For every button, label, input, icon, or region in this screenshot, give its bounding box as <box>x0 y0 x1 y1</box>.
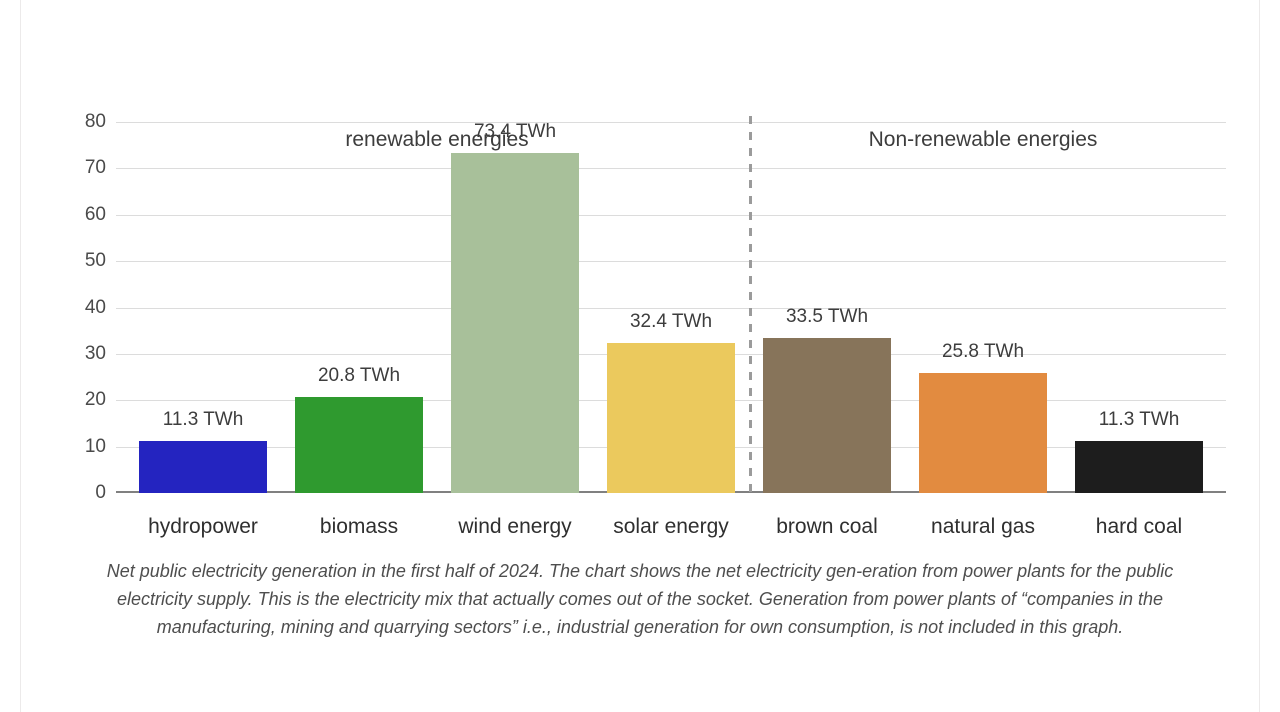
x-category-label: natural gas <box>931 493 1035 539</box>
bar-biomass: 20.8 TWhbiomass <box>295 397 423 493</box>
bar-solar-energy: 32.4 TWhsolar energy <box>607 343 735 493</box>
bar-wind-energy: 73.4 TWhwind energy <box>451 153 579 493</box>
y-tick-label: 80 <box>85 111 116 133</box>
y-tick-label: 30 <box>85 343 116 365</box>
gridline <box>116 122 1226 123</box>
x-category-label: hard coal <box>1096 493 1182 539</box>
section-divider <box>749 116 752 493</box>
gridline <box>116 168 1226 169</box>
chart-panel: 0102030405060708011.3 TWhhydropower20.8 … <box>20 0 1260 712</box>
gridline <box>116 215 1226 216</box>
bar-value-label: 32.4 TWh <box>630 311 712 333</box>
x-category-label: biomass <box>320 493 398 539</box>
chart-caption: Net public electricity generation in the… <box>71 558 1209 642</box>
x-category-label: brown coal <box>776 493 878 539</box>
section-label-non-renewable: Non-renewable energies <box>869 128 1098 152</box>
y-tick-label: 10 <box>85 436 116 458</box>
y-tick-label: 20 <box>85 389 116 411</box>
bar-value-label: 33.5 TWh <box>786 306 868 328</box>
x-category-label: wind energy <box>458 493 571 539</box>
section-label-renewable: renewable energies <box>345 128 528 152</box>
y-tick-label: 0 <box>95 482 116 504</box>
bar-hard-coal: 11.3 TWhhard coal <box>1075 441 1203 493</box>
gridline <box>116 261 1226 262</box>
bar-value-label: 20.8 TWh <box>318 365 400 387</box>
bar-value-label: 11.3 TWh <box>1099 409 1180 431</box>
y-tick-label: 70 <box>85 157 116 179</box>
bar-brown-coal: 33.5 TWhbrown coal <box>763 338 891 493</box>
chart-plot-area: 0102030405060708011.3 TWhhydropower20.8 … <box>116 122 1226 493</box>
bar-value-label: 25.8 TWh <box>942 341 1024 363</box>
bar-value-label: 11.3 TWh <box>163 409 244 431</box>
y-tick-label: 60 <box>85 204 116 226</box>
bar-hydropower: 11.3 TWhhydropower <box>139 441 267 493</box>
y-tick-label: 40 <box>85 297 116 319</box>
gridline <box>116 308 1226 309</box>
page-frame: 0102030405060708011.3 TWhhydropower20.8 … <box>0 0 1280 712</box>
y-tick-label: 50 <box>85 250 116 272</box>
x-category-label: solar energy <box>613 493 729 539</box>
bar-natural-gas: 25.8 TWhnatural gas <box>919 373 1047 493</box>
x-category-label: hydropower <box>148 493 258 539</box>
